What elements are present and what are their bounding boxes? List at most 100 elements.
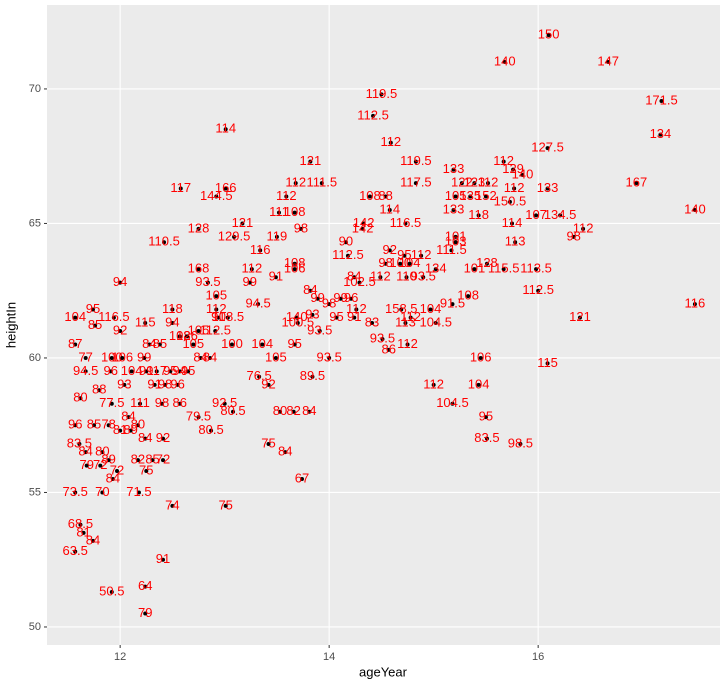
point-label: 80.5 — [198, 422, 223, 437]
point-label: 112 — [397, 336, 418, 351]
point — [379, 92, 384, 97]
point-label: 123 — [464, 175, 486, 190]
point — [292, 342, 297, 347]
point-label: 140 — [684, 201, 706, 216]
point-label: 116 — [250, 242, 271, 257]
point-label: 140 — [286, 309, 308, 324]
point — [310, 374, 315, 379]
point-label: 134 — [650, 126, 672, 141]
point-label: 142 — [352, 220, 374, 235]
point — [294, 315, 299, 320]
point-label: 95 — [479, 409, 493, 424]
point-label: 150 — [538, 27, 560, 42]
point — [143, 584, 148, 589]
point — [216, 315, 221, 320]
point-label: 80 — [95, 444, 109, 459]
point-label: 134.5 — [544, 207, 577, 222]
point — [349, 296, 354, 301]
point-label: 112.5 — [522, 282, 554, 297]
point — [249, 267, 254, 272]
point — [77, 442, 82, 447]
point — [111, 315, 116, 320]
point-label: 72 — [156, 452, 170, 467]
point — [247, 280, 252, 285]
point-label: 68.5 — [68, 516, 93, 531]
point — [266, 382, 271, 387]
point-label: 94.5 — [245, 296, 270, 311]
point-label: 106 — [111, 349, 133, 364]
point-label: 112 — [504, 180, 525, 195]
point — [154, 369, 159, 374]
point — [545, 361, 550, 366]
point — [170, 503, 175, 508]
point-label: 84 — [303, 282, 317, 297]
y-axis-title: heightIn — [3, 302, 18, 348]
point-label: 140 — [512, 166, 534, 181]
point-label: 115.5 — [488, 261, 520, 276]
point-label: 171.5 — [645, 92, 678, 107]
point — [293, 181, 298, 186]
point — [343, 240, 348, 245]
point-label: 98 — [378, 255, 392, 270]
point — [73, 490, 78, 495]
point — [143, 320, 148, 325]
point-label: 82 — [286, 403, 300, 418]
point — [483, 194, 488, 199]
point — [84, 463, 89, 468]
point-label: 101 — [445, 228, 467, 243]
point — [223, 127, 228, 132]
point — [319, 181, 324, 186]
point — [196, 267, 201, 272]
point — [143, 611, 148, 616]
point — [143, 436, 148, 441]
point — [558, 213, 563, 218]
point — [138, 401, 143, 406]
point — [196, 415, 201, 420]
point — [502, 60, 507, 65]
x-tick-label: 12 — [114, 651, 126, 663]
point — [177, 334, 182, 339]
point-label: 67 — [295, 470, 309, 485]
point — [90, 538, 95, 543]
point — [352, 275, 357, 280]
point-label: 111 — [269, 204, 289, 219]
point-label: 84 — [302, 403, 316, 418]
point-label: 98.5 — [508, 435, 533, 450]
point-label: 108 — [457, 288, 479, 303]
point-label: 113.5 — [520, 261, 552, 276]
point — [383, 194, 388, 199]
point — [433, 320, 438, 325]
y-tick-label: 55 — [29, 486, 41, 498]
point-label: 77.5 — [99, 395, 124, 410]
point — [472, 181, 477, 186]
point — [266, 442, 271, 447]
point — [450, 302, 455, 307]
point — [692, 207, 697, 212]
point-label: 107 — [525, 207, 547, 222]
point — [135, 458, 140, 463]
point — [518, 442, 523, 447]
point — [159, 401, 164, 406]
point-label: 134 — [425, 261, 447, 276]
point-label: 121 — [299, 153, 321, 168]
point-label: 84 — [106, 470, 120, 485]
point-label: 64 — [138, 578, 152, 593]
point-label: 105 — [205, 288, 227, 303]
point — [83, 355, 88, 360]
point-label: 87 — [68, 336, 82, 351]
point-label: 133 — [443, 201, 465, 216]
point-label: 72 — [93, 457, 107, 472]
point — [222, 401, 227, 406]
point-label: 112 — [478, 175, 499, 190]
point-label: 79.5 — [186, 409, 211, 424]
point-label: 112.5 — [332, 247, 364, 262]
point-label: 112 — [493, 153, 514, 168]
point — [128, 428, 133, 433]
point-label: 85 — [88, 317, 102, 332]
point-label: 96 — [104, 363, 118, 378]
point — [510, 221, 515, 226]
point — [507, 199, 512, 204]
point-label: 84 — [121, 409, 135, 424]
point — [501, 267, 506, 272]
